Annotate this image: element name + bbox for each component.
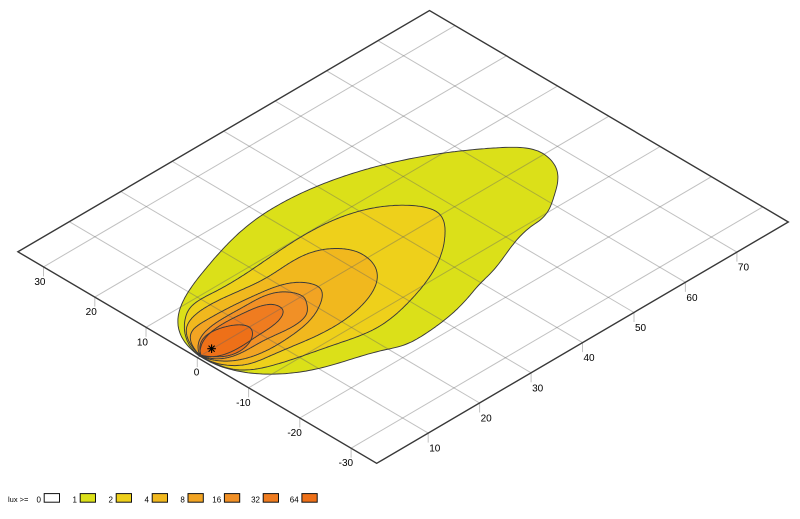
svg-text:30: 30 xyxy=(532,383,544,394)
svg-text:-20: -20 xyxy=(287,428,302,439)
svg-text:0: 0 xyxy=(37,495,42,504)
svg-text:30: 30 xyxy=(34,277,46,288)
svg-text:10: 10 xyxy=(429,444,441,455)
svg-text:2: 2 xyxy=(109,495,114,504)
svg-text:70: 70 xyxy=(738,263,750,274)
svg-text:8: 8 xyxy=(180,495,185,504)
svg-text:10: 10 xyxy=(137,337,149,348)
svg-text:1: 1 xyxy=(73,495,78,504)
svg-text:-10: -10 xyxy=(236,398,251,409)
svg-text:16: 16 xyxy=(212,495,221,504)
svg-text:50: 50 xyxy=(635,323,647,334)
svg-text:lux >=: lux >= xyxy=(8,495,29,504)
svg-text:20: 20 xyxy=(481,414,493,425)
svg-text:40: 40 xyxy=(584,353,596,364)
svg-text:0: 0 xyxy=(194,368,200,379)
svg-text:60: 60 xyxy=(686,293,698,304)
svg-text:64: 64 xyxy=(290,495,299,504)
svg-text:-30: -30 xyxy=(339,458,354,469)
svg-text:4: 4 xyxy=(145,495,150,504)
svg-text:32: 32 xyxy=(251,495,260,504)
svg-text:20: 20 xyxy=(86,307,98,318)
